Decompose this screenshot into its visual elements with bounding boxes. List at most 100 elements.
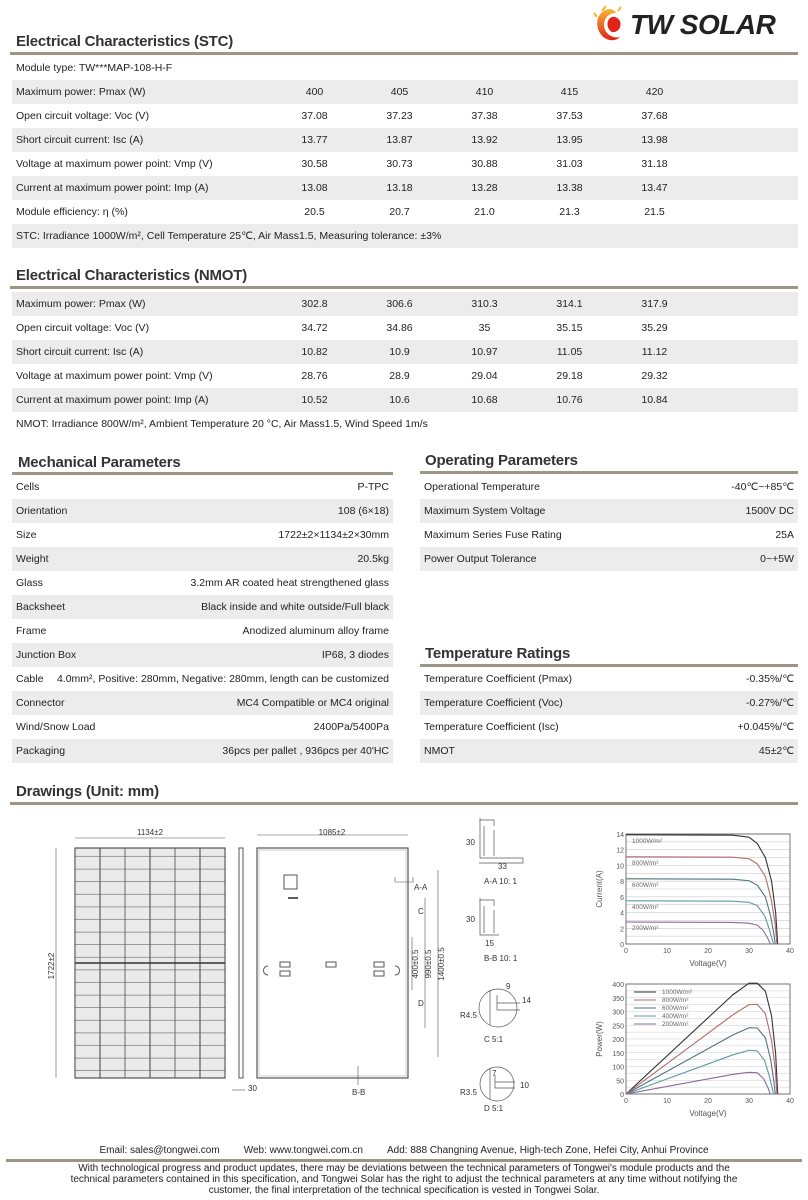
cell-value: 37.38 <box>471 110 498 122</box>
cell-value: 10.76 <box>556 394 583 406</box>
cell-value: 13.47 <box>641 182 668 194</box>
mechanical-title: Mechanical Parameters <box>18 454 181 471</box>
temperature-table: Temperature Coefficient (Pmax) -0.35%/℃ Te… <box>420 667 798 763</box>
row-value: 36pcs per pallet , 936pcs per 40'HC <box>222 745 389 757</box>
cell-value: 34.72 <box>301 322 328 334</box>
series-line <box>625 1049 775 1095</box>
cell-value: 29.04 <box>471 370 498 382</box>
series-line <box>625 834 779 945</box>
divider <box>6 1159 802 1162</box>
cell-value: 13.38 <box>556 182 583 194</box>
y-tick-label: 0 <box>620 1092 624 1099</box>
cell-value: 21.5 <box>644 206 665 218</box>
table-row: Temperature Coefficient (Isc) +0.045%/℃ <box>420 715 798 739</box>
table-row: NMOT 45±2℃ <box>420 739 798 763</box>
row-label: Junction Box <box>16 649 77 661</box>
cell-value: 10.9 <box>389 346 410 358</box>
table-row: Open circuit voltage: Voc (V) 34.72 34.86 3… <box>12 316 798 340</box>
legend-label: 800W/m² <box>662 997 689 1004</box>
cell-value: 302.8 <box>301 298 328 310</box>
bb-height: 30 <box>466 915 475 924</box>
row-value: 25A <box>775 529 794 541</box>
cell-value: 10.97 <box>471 346 498 358</box>
cell-value: 10.84 <box>641 394 668 406</box>
cell-value: 31.18 <box>641 158 668 170</box>
y-tick-label: 4 <box>620 911 624 918</box>
row-value: 45±2℃ <box>758 745 794 757</box>
label-d: D <box>418 999 424 1008</box>
row-value: P-TPC <box>357 481 390 493</box>
frame-depth-dim: 30 <box>248 1084 257 1093</box>
note-row: STC: Irradiance 1000W/m², Cell Temperatu… <box>12 224 798 248</box>
cell-value: 37.08 <box>301 110 328 122</box>
series-line <box>625 878 776 945</box>
plot-frame <box>625 833 791 945</box>
row-value: 3.2mm AR coated heat strengthened glass <box>190 577 389 589</box>
y-tick-label: 10 <box>616 863 624 870</box>
cell-value: 11.12 <box>641 346 668 358</box>
cell-value: 317.9 <box>641 298 668 310</box>
row-label: Temperature Coefficient (Pmax) <box>424 673 573 685</box>
x-tick-label: 20 <box>704 948 712 955</box>
cell-value: 20.5 <box>304 206 325 218</box>
x-axis-label: Voltage(V) <box>689 1109 727 1118</box>
table-row: Operational Temperature -40℃~+85℃ <box>420 475 798 499</box>
cell-value: 21.3 <box>559 206 580 218</box>
cell-value: 13.77 <box>301 134 328 146</box>
table-row: Voltage at maximum power point: Vmp (V) 2… <box>12 364 798 388</box>
cell-value: 310.3 <box>471 298 498 310</box>
row-label: Short circuit current: Isc (A) <box>16 346 144 358</box>
cell-value: 28.9 <box>389 370 410 382</box>
d-height: 10 <box>520 1081 529 1090</box>
x-tick-label: 20 <box>704 1098 712 1105</box>
plot-frame <box>625 983 791 1095</box>
row-label: Frame <box>16 625 47 637</box>
cell-value: 306.6 <box>386 298 413 310</box>
table-row: Maximum System Voltage 1500V DC <box>420 499 798 523</box>
cell-value: 13.98 <box>641 134 668 146</box>
row-label: Maximum Series Fuse Rating <box>424 529 562 541</box>
table-row: Size 1722±2×1134±2×30mm <box>12 523 393 547</box>
row-label: Open circuit voltage: Voc (V) <box>16 110 150 122</box>
footer-disclaimer: With technological progress and product … <box>70 1163 738 1196</box>
cell-value: 35.29 <box>641 322 668 334</box>
row-label: Orientation <box>16 505 68 517</box>
table-row: Orientation 108 (6×18) <box>12 499 393 523</box>
d-width: 7 <box>492 1069 497 1078</box>
row-value: Anodized aluminum alloy frame <box>242 625 390 637</box>
series-line <box>625 1027 776 1095</box>
series-line <box>625 856 778 945</box>
x-tick-label: 40 <box>786 948 794 955</box>
aa-height: 30 <box>466 838 475 847</box>
cell-value: 13.18 <box>386 182 413 194</box>
y-tick-label: 8 <box>620 879 624 886</box>
cell-value: 10.68 <box>471 394 498 406</box>
c-radius: R4.5 <box>460 1011 477 1020</box>
table-row: Backsheet Black inside and white outside/… <box>12 595 393 619</box>
y-tick-label: 0 <box>620 942 624 949</box>
x-tick-label: 40 <box>786 1098 794 1105</box>
table-row: Cells P-TPC <box>12 475 393 499</box>
table-row: Voltage at maximum power point: Vmp (V) 3… <box>12 152 798 176</box>
conditions-note: NMOT: Irradiance 800W/m², Ambient Temper… <box>16 418 428 430</box>
pv-curve-chart: 0 50 100 150 200 250 300 350 400 0 10 20 30 40 Voltage… <box>595 982 794 1118</box>
row-label: Temperature Coefficient (Isc) <box>424 721 559 733</box>
series-label: 1000W/m² <box>632 838 663 845</box>
x-axis-label: Voltage(V) <box>689 959 727 968</box>
row-label: Short circuit current: Isc (A) <box>16 134 144 146</box>
row-label: Power Output Tolerance <box>424 553 537 565</box>
c-width: 9 <box>506 982 511 991</box>
row-label: Current at maximum power point: Imp (A) <box>16 394 209 406</box>
y-tick-label: 200 <box>612 1037 624 1044</box>
dim-1400: 1400±0.5 <box>437 947 446 981</box>
row-label: Cells <box>16 481 40 493</box>
row-label: Backsheet <box>16 601 66 613</box>
cell-value: 20.7 <box>389 206 410 218</box>
table-row: Junction Box IP68, 3 diodes <box>12 643 393 667</box>
row-value: 20.5kg <box>357 553 389 565</box>
cell-value: 13.08 <box>301 182 328 194</box>
row-value: -0.27%/℃ <box>746 697 794 709</box>
row-label: Current at maximum power point: Imp (A) <box>16 182 209 194</box>
cell-value: 37.23 <box>386 110 413 122</box>
y-tick-label: 400 <box>612 982 624 989</box>
